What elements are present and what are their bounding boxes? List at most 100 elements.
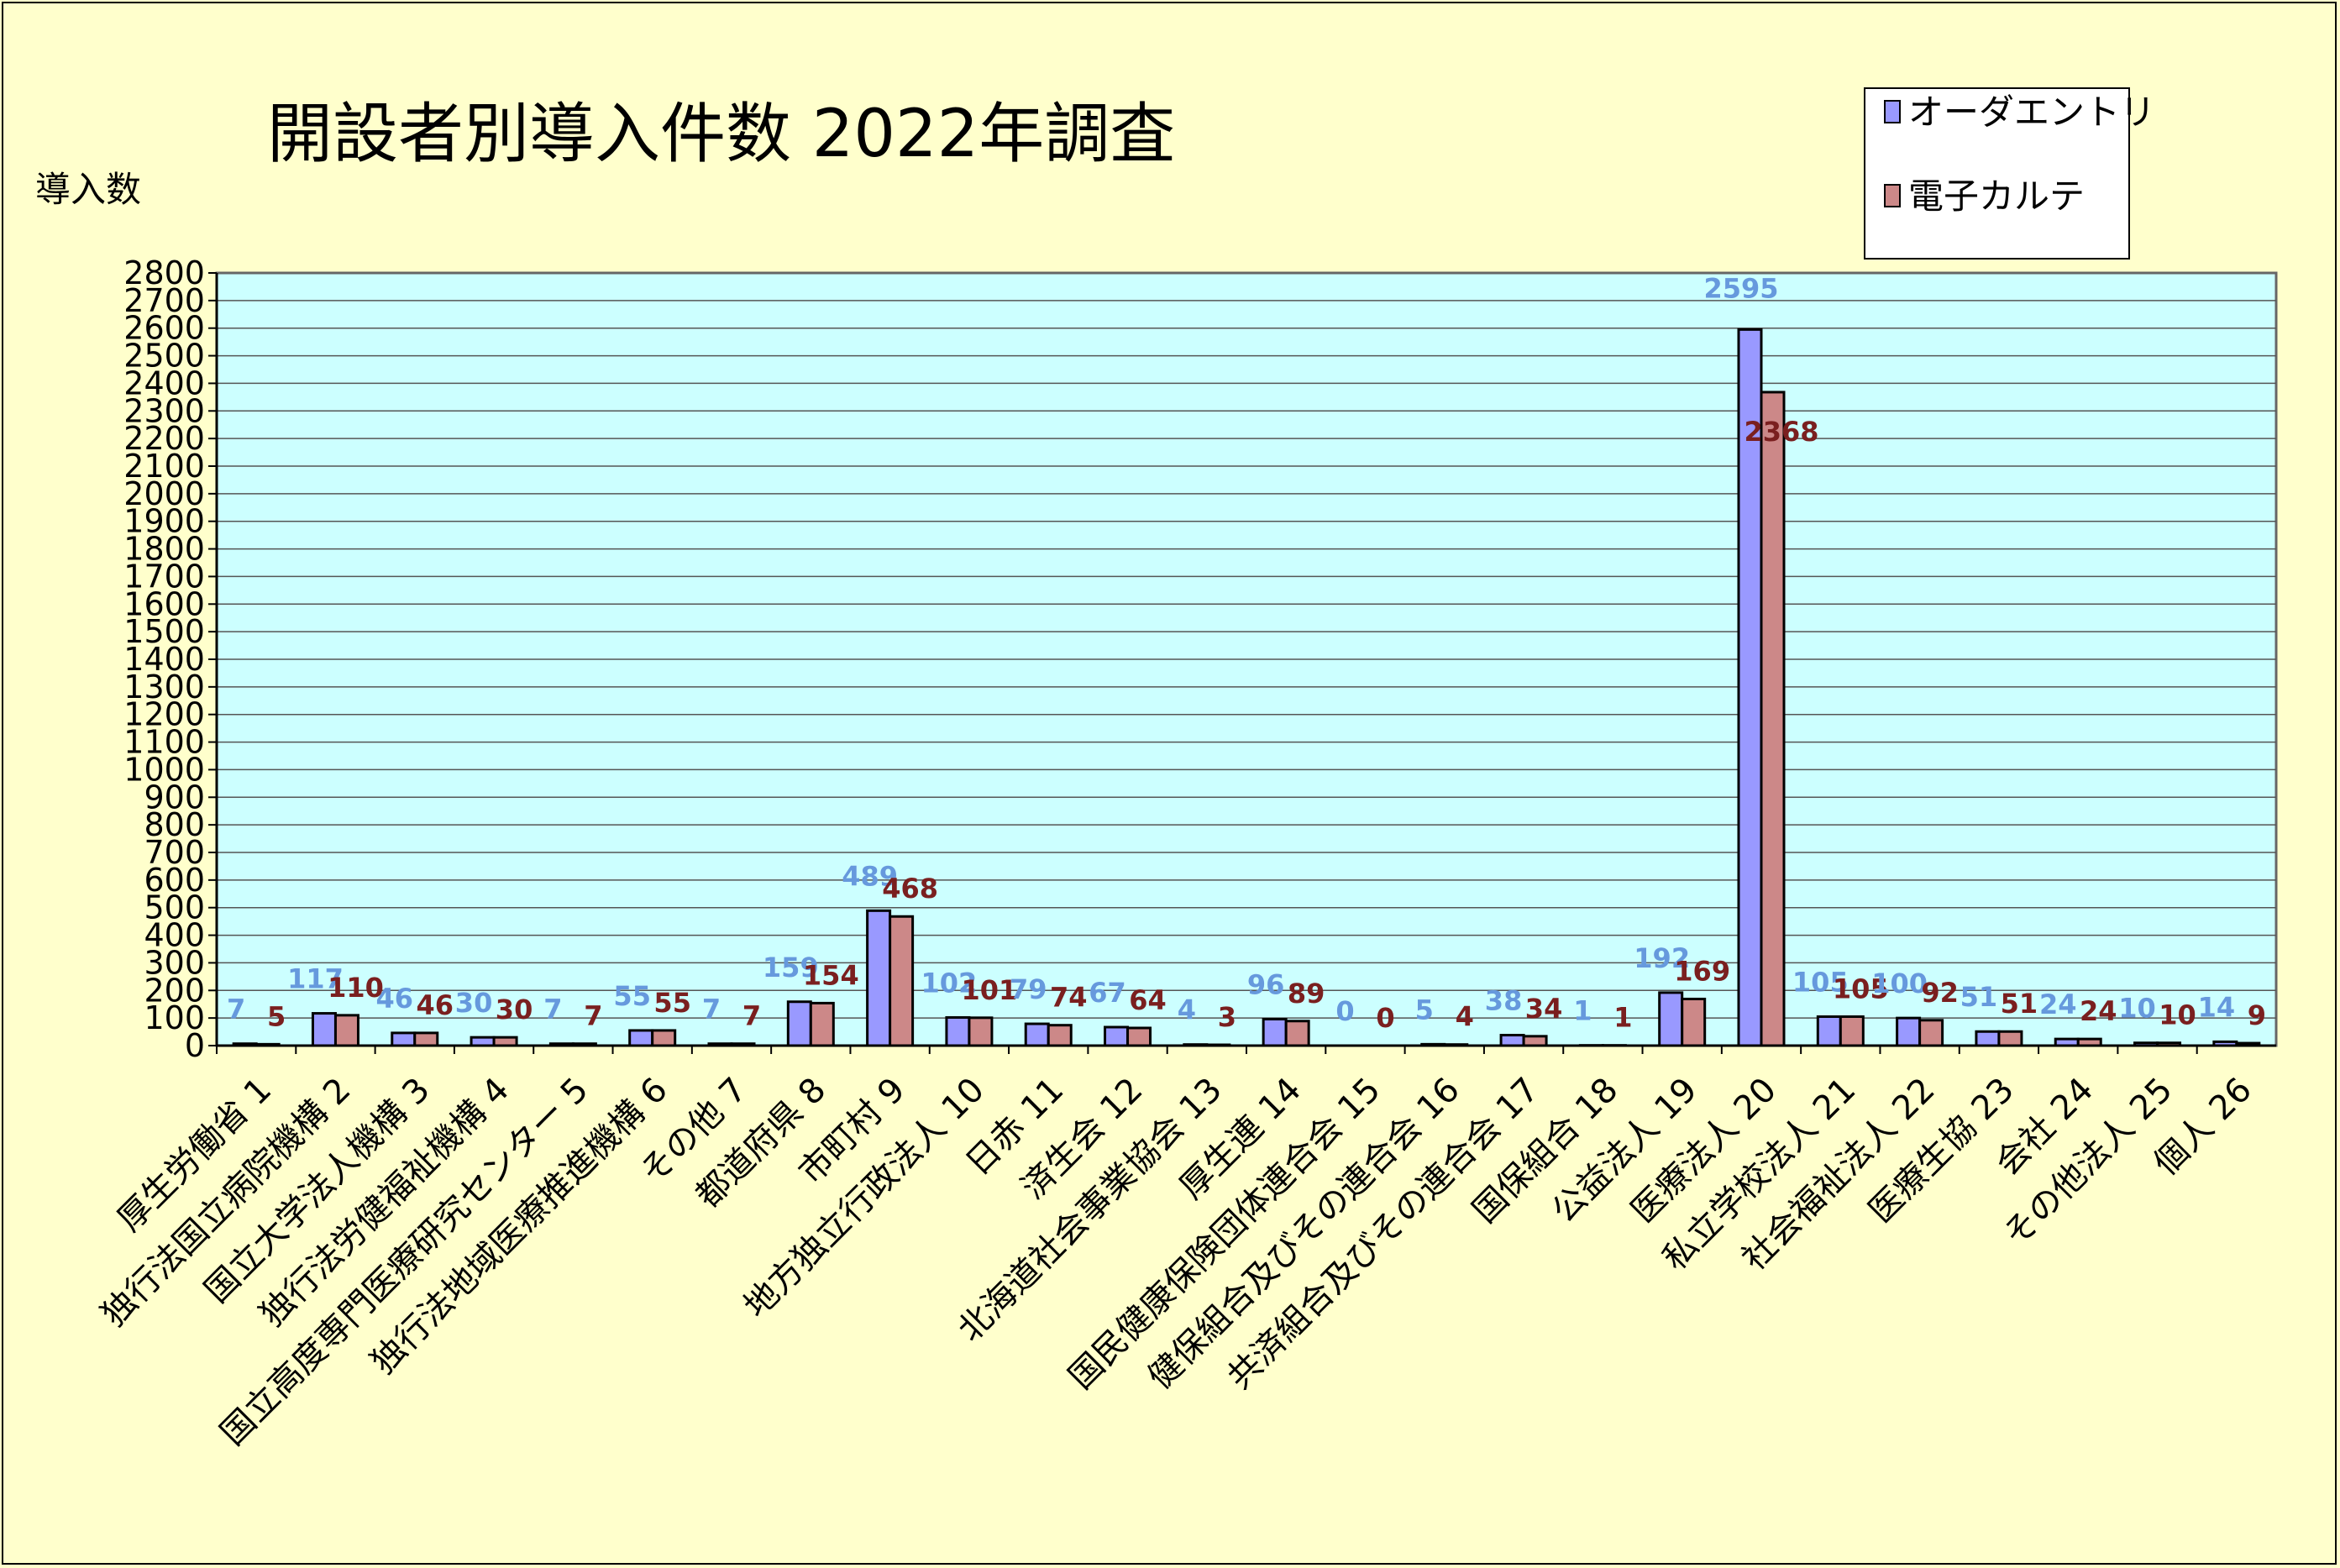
data-label-ehr: 9 <box>2248 999 2266 1031</box>
bar-ehr <box>968 1016 994 1047</box>
bar-ehr <box>809 1001 835 1047</box>
data-label-ehr: 101 <box>962 974 1018 1006</box>
bar-order-entry <box>628 1029 654 1047</box>
y-tick-label: 2600 <box>123 310 205 347</box>
bar-order-entry <box>1816 1015 1842 1047</box>
data-label-order-entry: 489 <box>842 860 898 892</box>
bar-ehr <box>2076 1037 2102 1047</box>
data-label-order-entry: 105 <box>1792 967 1849 999</box>
bar-order-entry <box>786 1000 812 1047</box>
data-label-ehr: 5 <box>267 1000 286 1032</box>
y-tick-label: 900 <box>144 779 205 815</box>
bar-order-entry <box>2054 1037 2080 1047</box>
data-label-order-entry: 96 <box>1247 968 1285 1000</box>
y-tick-label: 300 <box>144 944 205 981</box>
data-label-order-entry: 7 <box>227 994 245 1025</box>
bar-order-entry <box>1658 991 1684 1047</box>
data-label-order-entry: 51 <box>1960 981 1998 1013</box>
y-tick-label: 2500 <box>123 338 205 375</box>
bar-ehr <box>254 1042 281 1047</box>
chart-title: 開設者別導入件数 2022年調査 <box>267 97 1175 172</box>
y-tick-label: 2400 <box>123 364 205 401</box>
bar-ehr <box>1126 1026 1152 1047</box>
bar-ehr <box>1205 1043 1231 1047</box>
y-tick-label: 2800 <box>123 254 205 291</box>
data-label-order-entry: 5 <box>1415 994 1434 1025</box>
y-tick-label: 1700 <box>123 558 205 595</box>
data-label-order-entry: 159 <box>763 952 819 983</box>
data-label-ehr: 51 <box>2001 988 2038 1020</box>
bar-order-entry <box>232 1042 258 1047</box>
bar-order-entry <box>311 1012 337 1047</box>
y-tick-label: 200 <box>144 972 205 1009</box>
data-label-order-entry: 24 <box>2039 989 2077 1020</box>
bar-ehr <box>1839 1015 1865 1047</box>
legend-swatch-order-entry <box>1884 100 1901 123</box>
data-label-order-entry: 46 <box>376 983 414 1015</box>
data-label-order-entry: 79 <box>1010 973 1047 1005</box>
data-label-order-entry: 55 <box>613 980 651 1012</box>
legend-label-ehr: 電子カルテ <box>1908 176 2085 217</box>
bar-ehr <box>1443 1043 1469 1047</box>
data-label-ehr: 2368 <box>1744 416 1818 448</box>
y-tick-label: 1800 <box>123 531 205 568</box>
bar-order-entry <box>1420 1042 1446 1047</box>
bar-ehr <box>1522 1035 1548 1047</box>
y-tick-label: 1300 <box>123 669 205 705</box>
bar-order-entry <box>548 1042 575 1047</box>
y-tick-label: 2100 <box>123 448 205 485</box>
legend-swatch-ehr <box>1884 184 1901 207</box>
data-label-order-entry: 0 <box>1335 995 1354 1027</box>
bar-order-entry <box>1183 1043 1209 1047</box>
bar-order-entry <box>1104 1025 1130 1047</box>
bar-order-entry <box>1262 1017 1288 1047</box>
bar-ehr <box>1918 1019 1944 1047</box>
y-tick-label: 100 <box>144 999 205 1036</box>
data-label-ehr: 92 <box>1921 977 1959 1009</box>
bar-ehr <box>2235 1041 2261 1047</box>
bar-ehr <box>571 1042 597 1047</box>
data-label-order-entry: 30 <box>455 987 493 1019</box>
data-label-ehr: 46 <box>417 989 454 1021</box>
y-tick-label: 400 <box>144 917 205 954</box>
y-tick-label: 700 <box>144 834 205 871</box>
y-tick-label: 1200 <box>123 696 205 733</box>
data-label-order-entry: 100 <box>1871 968 1928 999</box>
data-label-ehr: 24 <box>2080 995 2117 1027</box>
data-label-order-entry: 117 <box>287 963 344 995</box>
data-label-ehr: 105 <box>1833 973 1889 1005</box>
y-tick-label: 1900 <box>123 503 205 540</box>
data-label-order-entry: 38 <box>1485 985 1523 1017</box>
bar-ehr <box>1760 391 1786 1047</box>
y-tick-label: 1000 <box>123 751 205 788</box>
data-label-order-entry: 4 <box>1178 994 1196 1026</box>
y-tick-label: 1100 <box>123 724 205 761</box>
data-label-order-entry: 7 <box>702 994 721 1025</box>
plot-area: 0100200300400500600700800900100011001200… <box>94 254 2278 1453</box>
y-tick-label: 2000 <box>123 475 205 512</box>
data-label-ehr: 3 <box>1218 1001 1236 1033</box>
data-label-order-entry: 1 <box>1573 995 1592 1027</box>
bar-ehr <box>2156 1041 2182 1047</box>
y-tick-label: 1500 <box>123 613 205 650</box>
data-label-ehr: 1 <box>1613 1002 1632 1034</box>
data-label-ehr: 110 <box>328 972 384 1004</box>
data-label-ehr: 7 <box>742 1000 761 1032</box>
bar-ehr <box>333 1014 359 1047</box>
bar-order-entry <box>1896 1016 1922 1047</box>
data-label-ehr: 169 <box>1674 955 1730 987</box>
data-label-ehr: 7 <box>584 1000 602 1032</box>
y-tick-label: 0 <box>185 1027 205 1064</box>
data-label-ehr: 10 <box>2159 999 2196 1031</box>
bar-order-entry <box>1024 1022 1050 1047</box>
bar-ehr <box>1047 1024 1073 1047</box>
data-label-order-entry: 192 <box>1634 942 1690 974</box>
y-axis-label: 導入数 <box>35 169 141 210</box>
bar-ehr <box>1997 1030 2023 1047</box>
y-tick-label: 1600 <box>123 585 205 622</box>
data-label-ehr: 154 <box>803 959 859 991</box>
bar-order-entry <box>707 1042 733 1047</box>
data-label-ehr: 30 <box>496 994 533 1025</box>
data-label-ehr: 468 <box>882 873 938 905</box>
